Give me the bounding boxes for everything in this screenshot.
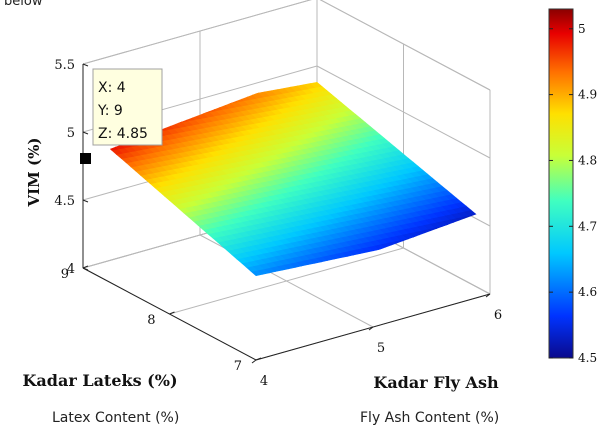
y-tick-label: 8 [147, 313, 155, 328]
surface-patch [212, 99, 225, 106]
datatip-z: Z: 4.85 [98, 126, 148, 142]
z-tick [82, 131, 89, 135]
x-tick [368, 326, 374, 331]
surface-patch [176, 116, 190, 123]
datatip: X: 4 Y: 9 Z: 4.85 [80, 68, 163, 164]
surface-patch [471, 223, 485, 230]
y-tick [82, 265, 89, 269]
colorbar-tick-label: 5 [578, 22, 586, 36]
colorbar-tick-label: 4.7 [578, 219, 597, 233]
z-tick-label: 4.5 [54, 194, 75, 209]
datatip-marker [80, 153, 91, 164]
surface-patch [426, 232, 439, 239]
surface-patch [165, 113, 178, 120]
y-tick [169, 311, 175, 315]
z-axis-title: VIM (%) [25, 138, 43, 208]
z-tick [82, 63, 89, 67]
surface-patch [460, 220, 473, 227]
datatip-y: Y: 9 [97, 103, 123, 119]
z-tick [82, 267, 89, 271]
surface-patch [192, 103, 206, 110]
datatip-x: X: 4 [98, 80, 126, 96]
grid-line [169, 247, 404, 315]
surface-patch [218, 98, 232, 105]
z-tick-label: 5 [67, 126, 75, 141]
surface-patch [413, 235, 426, 242]
surface-patch [178, 111, 191, 118]
surface-patch [173, 106, 186, 113]
clipped-header-text: below [4, 0, 43, 9]
surface-patch [205, 101, 219, 107]
surface-patch [191, 108, 204, 115]
colorbar-gradient [548, 8, 574, 359]
datatip-box [92, 68, 163, 146]
colorbar-tick-label: 4.8 [578, 153, 597, 167]
y-axis-title: Kadar Lateks (%) [22, 371, 177, 390]
surface-patch [466, 219, 480, 226]
colorbar: 4.5 4.6 4.7 4.8 4.9 5 [548, 8, 597, 365]
x-tick-label: 6 [494, 308, 502, 323]
surface-patch [179, 105, 193, 112]
surface-patch [186, 104, 199, 111]
z-tick-label: 4 [67, 262, 75, 277]
surface-patch [452, 227, 465, 234]
surface-patch [184, 109, 198, 116]
colorbar-tick-label: 4.5 [578, 351, 597, 365]
surface-patch [447, 223, 460, 230]
colorbar-tick-label: 4.9 [578, 88, 597, 102]
surface-patch [199, 102, 212, 109]
z-tick-label: 5.5 [54, 58, 75, 73]
surface-patch [432, 231, 446, 238]
surface-patch [445, 228, 459, 235]
x-tick [485, 293, 491, 298]
surface-patch [171, 112, 185, 119]
surface-patch [439, 229, 452, 237]
caption-latex-content: Latex Content (%) [52, 410, 180, 426]
surface-patch [419, 234, 433, 241]
surface-patch [163, 118, 177, 125]
surface-patch [160, 109, 173, 116]
surface-patch [204, 106, 217, 113]
surface-patch [453, 221, 467, 228]
surface-patch [465, 224, 478, 231]
x-tick [251, 359, 257, 364]
surface-patch [458, 225, 472, 232]
caption-fly-ash-content: Fly Ash Content (%) [360, 410, 500, 426]
y-tick-label: 7 [234, 359, 242, 374]
surface-patch [309, 81, 323, 88]
z-tick [82, 199, 89, 203]
x-tick-label: 4 [260, 374, 268, 389]
x-axis-title: Kadar Fly Ash [373, 373, 499, 392]
y-tick-label: 9 [61, 267, 69, 282]
x-tick-label: 5 [377, 341, 385, 356]
surface-patch [166, 108, 180, 115]
y-tick [255, 357, 262, 361]
colorbar-tick-label: 4.6 [578, 285, 597, 299]
surface-patch [169, 117, 183, 124]
surface-patch [225, 97, 238, 104]
